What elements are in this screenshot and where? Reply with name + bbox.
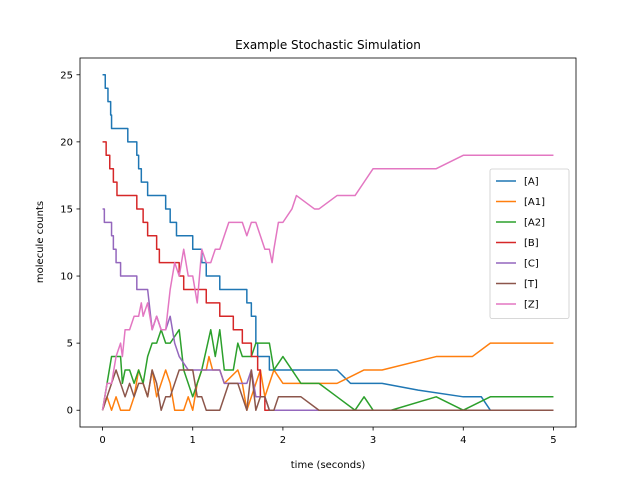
x-tick-label-4: 4 xyxy=(460,435,466,446)
legend-box xyxy=(489,168,570,319)
series-line-6 xyxy=(101,154,554,411)
plot-area-frame xyxy=(79,57,577,428)
series-line-0 xyxy=(102,74,554,411)
x-tick-label-5: 5 xyxy=(550,435,556,446)
y-tick-label-0: 0 xyxy=(67,406,73,417)
x-tick-label-2: 2 xyxy=(280,435,286,446)
y-tick-label-1: 5 xyxy=(67,339,73,350)
y-axis-ticks: 0 5 10 15 20 25 xyxy=(60,70,80,417)
legend: [A] [A1] [A2] [B] [C] [T] [Z] xyxy=(489,168,570,319)
series-line-2 xyxy=(101,328,554,411)
x-axis-ticks: 0 1 2 3 4 5 xyxy=(99,427,557,446)
series-line-5 xyxy=(101,369,554,411)
legend-label-6: [Z] xyxy=(524,300,539,311)
x-axis-label: time (seconds) xyxy=(291,460,366,471)
legend-label-3: [B] xyxy=(524,238,539,249)
legend-label-4: [C] xyxy=(524,259,539,270)
y-tick-label-4: 20 xyxy=(60,137,73,148)
x-tick-label-3: 3 xyxy=(370,435,376,446)
legend-label-0: [A] xyxy=(524,177,539,188)
x-tick-label-0: 0 xyxy=(99,435,105,446)
series-line-3 xyxy=(102,141,554,411)
y-tick-label-5: 25 xyxy=(60,70,73,81)
legend-label-5: [T] xyxy=(524,279,538,290)
legend-label-2: [A2] xyxy=(524,218,545,229)
y-axis-label: molecule counts xyxy=(35,201,46,283)
y-tick-label-3: 15 xyxy=(60,204,73,215)
legend-label-1: [A1] xyxy=(524,197,545,208)
y-tick-label-2: 10 xyxy=(60,272,73,283)
chart-title: Example Stochastic Simulation xyxy=(235,38,421,52)
plot-series xyxy=(101,74,554,411)
x-tick-label-1: 1 xyxy=(190,435,196,446)
